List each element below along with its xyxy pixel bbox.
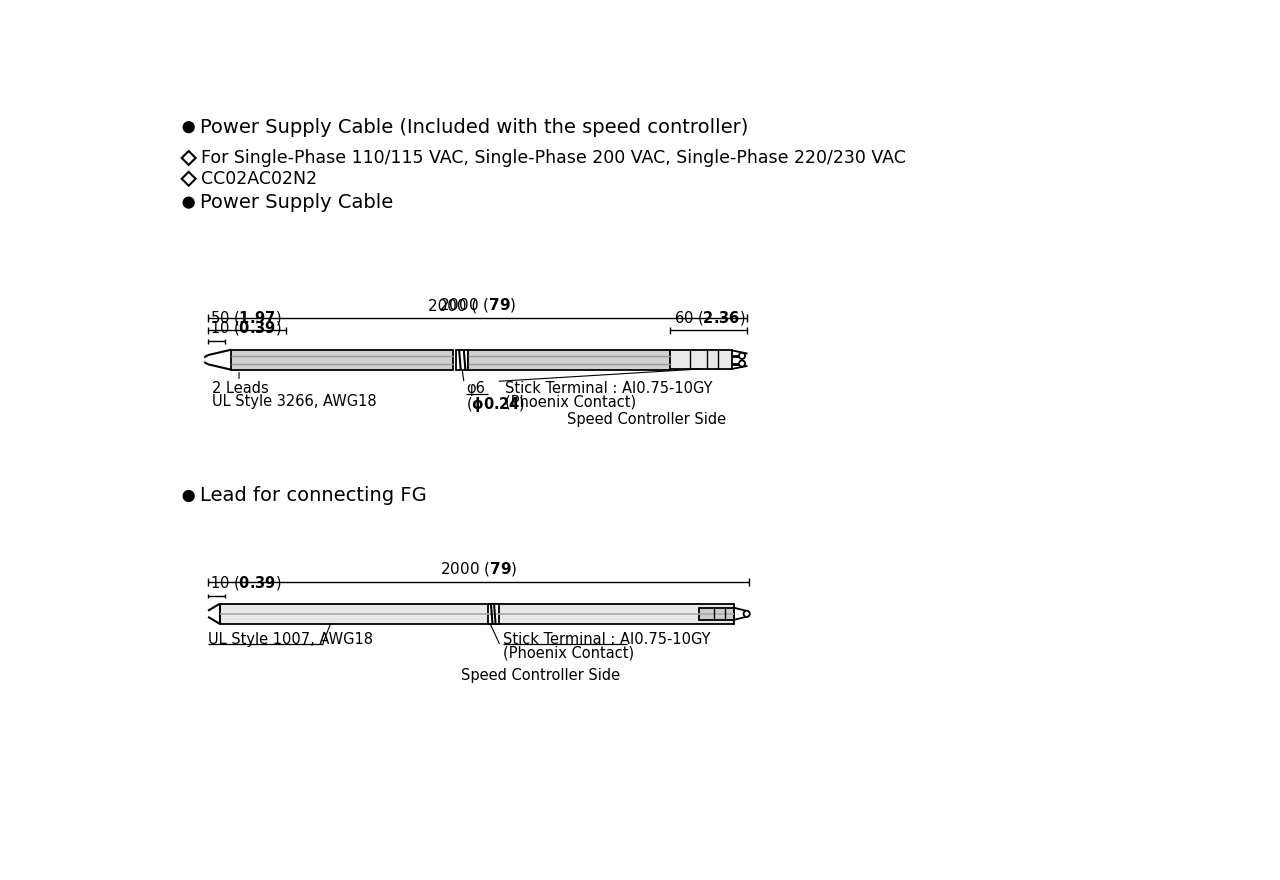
Circle shape	[739, 361, 745, 367]
Text: Power Supply Cable (Included with the speed controller): Power Supply Cable (Included with the sp…	[200, 118, 748, 136]
Text: Speed Controller Side: Speed Controller Side	[461, 669, 620, 684]
Circle shape	[183, 197, 195, 208]
Text: (Phoenix Contact): (Phoenix Contact)	[503, 645, 634, 660]
Text: 2000 (: 2000 (	[429, 298, 477, 313]
Text: (Phoenix Contact): (Phoenix Contact)	[504, 394, 636, 409]
Text: Lead for connecting FG: Lead for connecting FG	[200, 487, 426, 505]
Polygon shape	[182, 151, 196, 165]
Text: UL Style 3266, AWG18: UL Style 3266, AWG18	[212, 393, 376, 408]
Text: For Single-Phase 110/115 VAC, Single-Phase 200 VAC, Single-Phase 220/230 VAC: For Single-Phase 110/115 VAC, Single-Pha…	[201, 149, 906, 167]
FancyBboxPatch shape	[468, 349, 669, 370]
FancyBboxPatch shape	[232, 349, 453, 370]
Text: 2000 ($\bf{79}$): 2000 ($\bf{79}$)	[440, 561, 517, 578]
Circle shape	[183, 121, 195, 133]
Circle shape	[744, 611, 750, 617]
FancyBboxPatch shape	[669, 350, 732, 369]
Circle shape	[739, 353, 745, 359]
Text: Stick Terminal : AI0.75-10GY: Stick Terminal : AI0.75-10GY	[503, 632, 710, 647]
Text: 10 ($\bf{0.39}$): 10 ($\bf{0.39}$)	[210, 319, 282, 337]
Text: CC02AC02N2: CC02AC02N2	[201, 170, 317, 187]
Text: 2 Leads: 2 Leads	[212, 381, 269, 396]
Circle shape	[183, 490, 195, 502]
Text: 60 ($\bf{2.36}$): 60 ($\bf{2.36}$)	[673, 309, 745, 326]
FancyBboxPatch shape	[699, 607, 733, 620]
Text: Speed Controller Side: Speed Controller Side	[567, 412, 726, 427]
Text: 50 ($\bf{1.97}$): 50 ($\bf{1.97}$)	[210, 309, 282, 326]
Text: Stick Terminal : AI0.75-10GY: Stick Terminal : AI0.75-10GY	[504, 381, 713, 396]
Text: 10 ($\bf{0.39}$): 10 ($\bf{0.39}$)	[210, 575, 282, 592]
Polygon shape	[182, 172, 196, 186]
FancyBboxPatch shape	[220, 604, 733, 624]
FancyBboxPatch shape	[456, 349, 468, 370]
Text: ($\bf{\phi}$$\bf{0.24}$): ($\bf{\phi}$$\bf{0.24}$)	[466, 395, 525, 414]
Text: 2000 ($\bf{79}$): 2000 ($\bf{79}$)	[439, 297, 516, 314]
FancyBboxPatch shape	[488, 604, 499, 624]
Text: Power Supply Cable: Power Supply Cable	[200, 193, 393, 212]
Text: UL Style 1007, AWG18: UL Style 1007, AWG18	[209, 632, 372, 647]
Text: φ6: φ6	[466, 381, 485, 396]
